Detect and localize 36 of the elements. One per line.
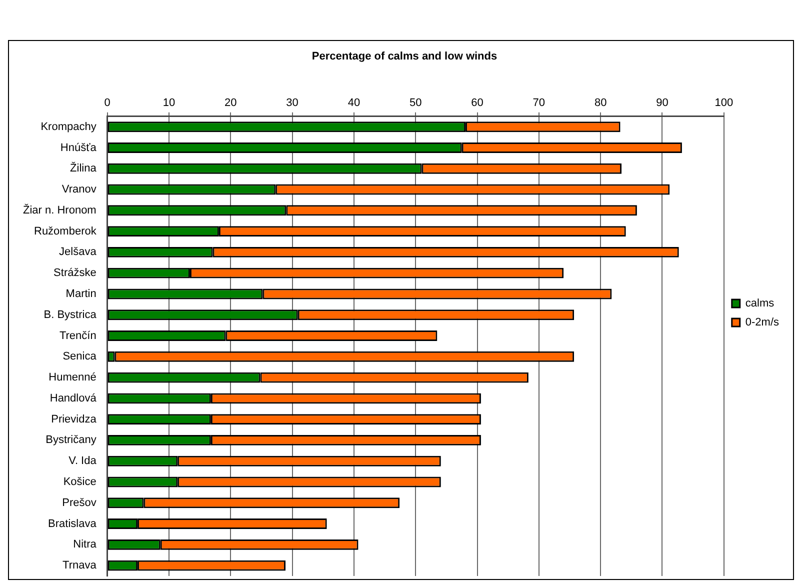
y-tick-label: Prievidza xyxy=(51,413,98,426)
y-tick-label: Jelšava xyxy=(59,246,98,258)
y-tick-label: Handlová xyxy=(50,392,98,404)
y-tick-label: Senica xyxy=(62,350,98,363)
y-tick-label: V. Ida xyxy=(68,455,98,468)
y-tick-label: Trenčín xyxy=(59,330,96,342)
x-tick-label: 20 xyxy=(224,96,237,109)
y-tick-label: Bratislava xyxy=(48,518,98,530)
y-tick-label: Hnúšťa xyxy=(60,142,98,154)
x-tick-label: 70 xyxy=(532,96,546,109)
legend-label: 0-2m/s xyxy=(745,316,780,329)
x-tick-label: 50 xyxy=(409,96,422,109)
x-tick-label: 10 xyxy=(162,96,176,109)
y-tick-label: Prešov xyxy=(62,496,97,509)
y-tick-label: Trnava xyxy=(62,560,98,572)
y-tick-label: Košice xyxy=(63,476,96,488)
legend-label: calms xyxy=(745,298,775,310)
x-tick-label: 40 xyxy=(348,96,360,109)
y-tick-label: Strážske xyxy=(54,267,96,280)
x-tick-label: 100 xyxy=(714,96,734,109)
chart-title: Percentage of calms and low winds xyxy=(312,50,498,63)
y-tick-label: Ružomberok xyxy=(34,225,97,238)
x-tick-label: 80 xyxy=(594,96,607,109)
y-tick-label: Krompachy xyxy=(40,120,97,133)
y-tick-label: Žilina xyxy=(70,162,98,175)
x-tick-label: 60 xyxy=(471,96,484,109)
y-tick-label: Žiar n. Hronom xyxy=(22,203,96,216)
y-tick-label: Bystričany xyxy=(46,434,97,446)
y-tick-label: Nitra xyxy=(73,538,98,551)
x-tick-label: 0 xyxy=(104,96,110,109)
x-tick-label: 90 xyxy=(656,96,668,109)
y-tick-label: Martin xyxy=(66,288,96,300)
y-tick-label: B. Bystrica xyxy=(44,308,98,321)
y-tick-label: Humenné xyxy=(48,372,96,384)
y-tick-label: Vranov xyxy=(62,184,97,196)
x-tick-label: 30 xyxy=(286,96,298,109)
